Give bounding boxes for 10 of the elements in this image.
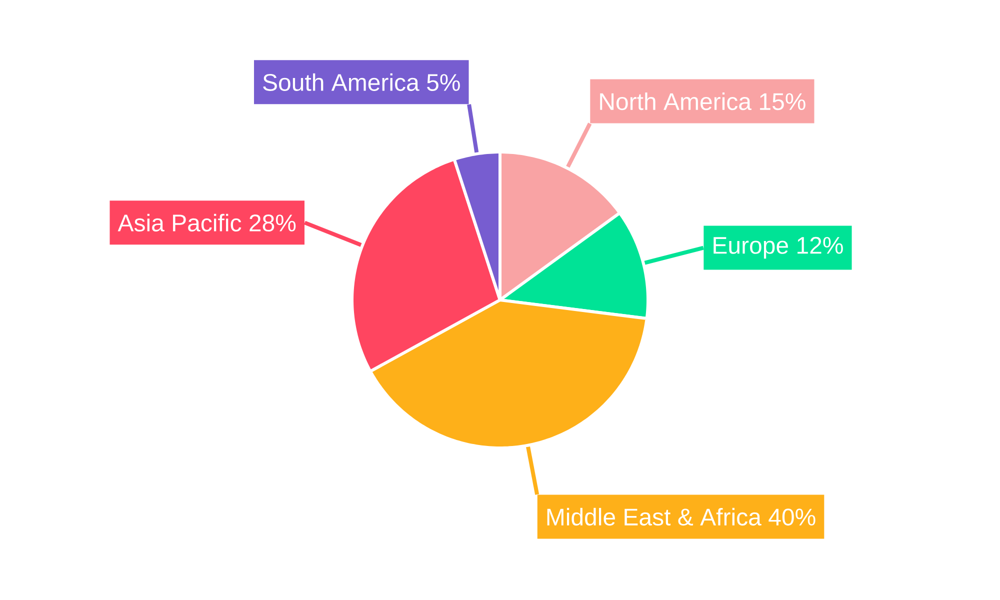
slice-label: Europe: [714, 237, 788, 259]
data-label: 15%: [760, 93, 806, 110]
data-label: 12%: [798, 236, 843, 254]
data-label: 5%: [427, 74, 460, 91]
data-label: 28%: [250, 214, 296, 232]
slice-label: Middle East & Africa: [547, 508, 762, 526]
data-label: 40%: [768, 508, 816, 526]
slice-label: Asia Pacific: [118, 214, 242, 232]
slice-label: North America: [600, 92, 752, 110]
slice-label: South America: [263, 73, 420, 91]
